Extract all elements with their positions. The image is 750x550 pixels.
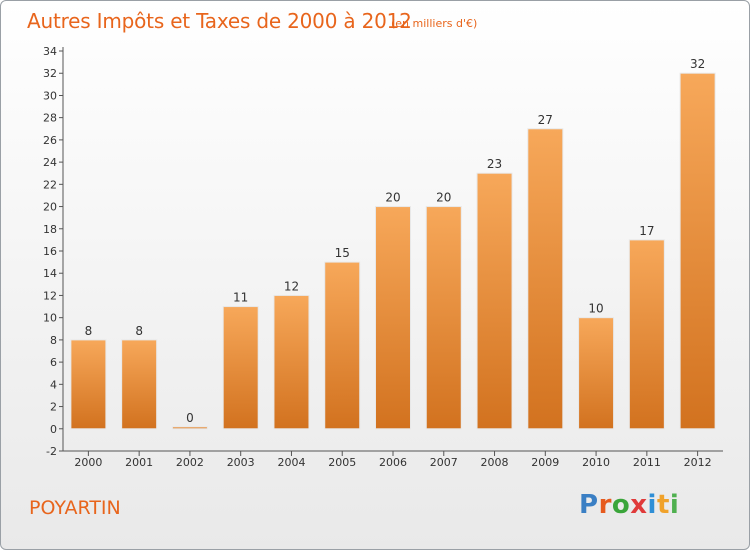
bar-value-label: 17 (639, 224, 654, 238)
y-tick-label: 10 (43, 312, 57, 325)
bar (375, 206, 411, 430)
bar (476, 172, 513, 430)
bar-value-label: 20 (436, 191, 451, 205)
bar (679, 72, 716, 430)
bar-value-label: 32 (690, 57, 705, 71)
x-tick-label: 2005 (328, 456, 356, 469)
bar-value-label: 20 (385, 191, 400, 205)
logo-letter: o (611, 490, 631, 520)
x-tick-label: 2011 (633, 456, 661, 469)
y-tick-label: 14 (43, 267, 57, 280)
y-tick-label: 32 (43, 67, 57, 80)
bar (273, 294, 310, 430)
logo-letter: t (656, 490, 670, 520)
x-tick-label: 2009 (531, 456, 559, 469)
x-tick-label: 2010 (582, 456, 610, 469)
y-tick-label: 20 (43, 201, 57, 214)
y-tick-label: 8 (50, 334, 57, 347)
logo-letter: P (579, 490, 599, 520)
bar (171, 426, 208, 430)
bar (222, 306, 259, 430)
bar-value-label: 12 (284, 279, 299, 293)
logo-letter: r (598, 490, 612, 520)
bar (70, 339, 107, 430)
proxiti-logo: Proxiti (579, 490, 679, 520)
x-tick-label: 2003 (227, 456, 255, 469)
bar-value-label: 0 (186, 411, 194, 425)
bar (324, 261, 361, 430)
y-tick-label: 16 (43, 245, 57, 258)
bar-value-label: 8 (135, 324, 143, 338)
logo-letter: i (647, 490, 657, 520)
bar (425, 206, 462, 430)
y-tick-label: 28 (43, 112, 57, 125)
x-tick-label: 2007 (430, 456, 458, 469)
bar (628, 239, 665, 430)
x-tick-label: 2004 (277, 456, 305, 469)
y-tick-label: 0 (50, 423, 57, 436)
logo-letter: i (669, 490, 680, 520)
y-tick-label: 26 (43, 134, 57, 147)
y-tick-label: -2 (46, 445, 57, 458)
x-tick-label: 2001 (125, 456, 153, 469)
bars (70, 72, 716, 430)
bar-value-label: 11 (233, 291, 248, 305)
y-tick-label: 12 (43, 289, 57, 302)
logo-letter: x (630, 490, 648, 520)
chart-title: Autres Impôts et Taxes de 2000 à 2012 (27, 9, 412, 33)
y-tick-label: 34 (43, 45, 57, 58)
bar-value-label: 15 (335, 246, 350, 260)
bar (121, 339, 158, 430)
y-tick-label: 18 (43, 223, 57, 236)
data-labels: 8 8 0 11 12 15 20 20 23 27 10 17 32 (85, 57, 706, 425)
y-tick-label: 4 (50, 378, 57, 391)
bar-value-label: 23 (487, 157, 502, 171)
x-tick-label: 2008 (481, 456, 509, 469)
bar (527, 128, 564, 430)
y-tick-label: 2 (50, 401, 57, 414)
chart-subtitle: (en milliers d'€) (391, 17, 478, 30)
bar-value-label: 27 (538, 113, 553, 127)
y-tick-label: 22 (43, 178, 57, 191)
x-tick-label: 2002 (176, 456, 204, 469)
commune-name: POYARTIN (29, 497, 121, 519)
bar-value-label: 10 (588, 302, 603, 316)
x-tick-label: 2000 (74, 456, 102, 469)
y-tick-label: 24 (43, 156, 57, 169)
y-tick-label: 30 (43, 89, 57, 102)
y-tick-label: 6 (50, 356, 57, 369)
bar-value-label: 8 (85, 324, 93, 338)
bar (578, 317, 615, 430)
x-tick-label: 2012 (684, 456, 712, 469)
x-tick-label: 2006 (379, 456, 407, 469)
